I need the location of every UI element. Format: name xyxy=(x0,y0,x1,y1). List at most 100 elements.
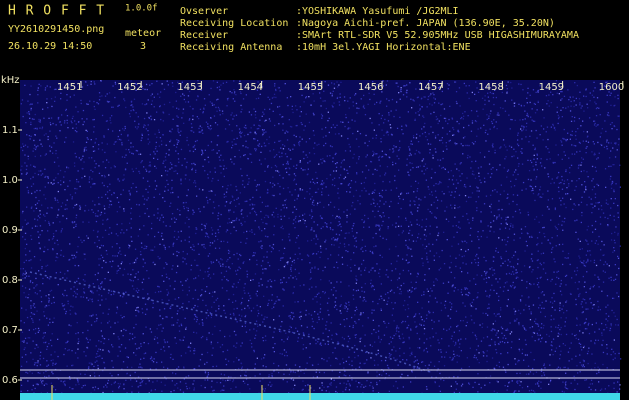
noise-dot xyxy=(283,252,285,255)
noise-dot xyxy=(349,191,351,193)
noise-dot xyxy=(379,100,382,102)
noise-dot xyxy=(573,375,575,377)
noise-dot xyxy=(255,214,258,216)
noise-dot xyxy=(86,235,88,237)
noise-dot xyxy=(81,86,84,88)
noise-dot xyxy=(532,367,534,370)
noise-dot xyxy=(439,390,441,392)
noise-dot xyxy=(302,218,304,221)
noise-dot xyxy=(93,81,95,83)
noise-dot xyxy=(537,266,539,269)
noise-dot xyxy=(547,199,549,201)
noise-dot xyxy=(444,304,446,306)
noise-dot xyxy=(368,226,370,228)
noise-dot xyxy=(367,103,369,105)
noise-dot xyxy=(156,136,158,138)
noise-dot xyxy=(263,113,265,115)
noise-dot xyxy=(409,169,412,171)
noise-dot xyxy=(223,165,225,167)
noise-dot xyxy=(406,158,408,160)
noise-dot xyxy=(381,129,383,131)
noise-dot xyxy=(141,308,143,310)
noise-dot xyxy=(143,126,145,128)
noise-dot xyxy=(187,189,189,191)
noise-dot xyxy=(265,366,267,368)
noise-dot xyxy=(266,138,268,141)
noise-dot xyxy=(458,170,460,172)
noise-dot xyxy=(496,128,498,130)
noise-dot xyxy=(332,106,334,108)
noise-dot xyxy=(297,258,299,260)
noise-dot xyxy=(586,131,588,133)
noise-dot xyxy=(33,328,35,331)
noise-dot xyxy=(417,301,419,303)
noise-dot xyxy=(103,135,105,137)
noise-dot xyxy=(201,353,203,356)
noise-dot xyxy=(94,321,96,323)
noise-dot xyxy=(555,80,558,82)
noise-dot xyxy=(551,248,553,250)
noise-dot xyxy=(542,109,544,111)
noise-dot xyxy=(180,355,182,357)
noise-dot xyxy=(337,96,339,99)
noise-dot xyxy=(209,101,211,103)
noise-dot xyxy=(605,202,607,204)
noise-dot xyxy=(400,225,402,227)
noise-dot xyxy=(198,323,200,325)
noise-dot xyxy=(332,90,334,92)
noise-dot xyxy=(29,117,31,119)
noise-dot xyxy=(388,367,390,369)
noise-dot xyxy=(514,310,517,312)
noise-dot xyxy=(134,276,136,278)
noise-dot xyxy=(310,314,313,316)
noise-dot xyxy=(354,310,356,312)
noise-dot xyxy=(180,180,182,182)
noise-dot xyxy=(330,289,333,291)
noise-dot xyxy=(126,162,128,164)
noise-dot xyxy=(534,148,536,151)
noise-dot xyxy=(110,122,112,124)
noise-dot xyxy=(380,295,382,297)
noise-dot xyxy=(108,206,110,208)
noise-dot xyxy=(575,138,577,140)
noise-dot xyxy=(426,139,429,141)
noise-dot xyxy=(532,192,535,195)
noise-dot xyxy=(612,297,614,299)
noise-dot xyxy=(416,210,419,212)
noise-dot xyxy=(535,371,538,373)
noise-dot xyxy=(51,302,53,304)
noise-dot xyxy=(433,321,435,323)
noise-dot xyxy=(219,165,221,167)
noise-dot xyxy=(285,167,288,169)
noise-dot xyxy=(525,304,527,306)
noise-dot xyxy=(202,324,204,326)
noise-dot xyxy=(511,119,513,121)
noise-dot xyxy=(323,371,325,374)
noise-dot xyxy=(144,104,146,106)
noise-dot xyxy=(387,134,389,136)
noise-dot xyxy=(474,259,476,261)
noise-dot xyxy=(458,87,461,89)
noise-dot xyxy=(254,148,256,150)
noise-dot xyxy=(354,94,356,96)
noise-dot xyxy=(241,342,243,344)
noise-dot xyxy=(410,281,412,283)
noise-dot xyxy=(489,205,491,207)
noise-dot xyxy=(195,232,197,235)
noise-dot xyxy=(273,93,276,95)
noise-dot xyxy=(541,165,543,167)
noise-dot xyxy=(216,81,218,83)
noise-dot xyxy=(245,371,247,373)
noise-dot xyxy=(282,177,284,179)
noise-dot xyxy=(104,151,106,154)
noise-dot xyxy=(117,138,119,141)
noise-dot xyxy=(107,322,109,324)
noise-dot xyxy=(586,352,589,355)
noise-dot xyxy=(224,380,227,382)
noise-dot xyxy=(334,133,337,135)
noise-dot xyxy=(308,333,310,335)
noise-dot xyxy=(313,81,315,83)
noise-dot xyxy=(370,381,372,384)
noise-dot xyxy=(166,263,168,265)
noise-dot xyxy=(406,192,408,195)
